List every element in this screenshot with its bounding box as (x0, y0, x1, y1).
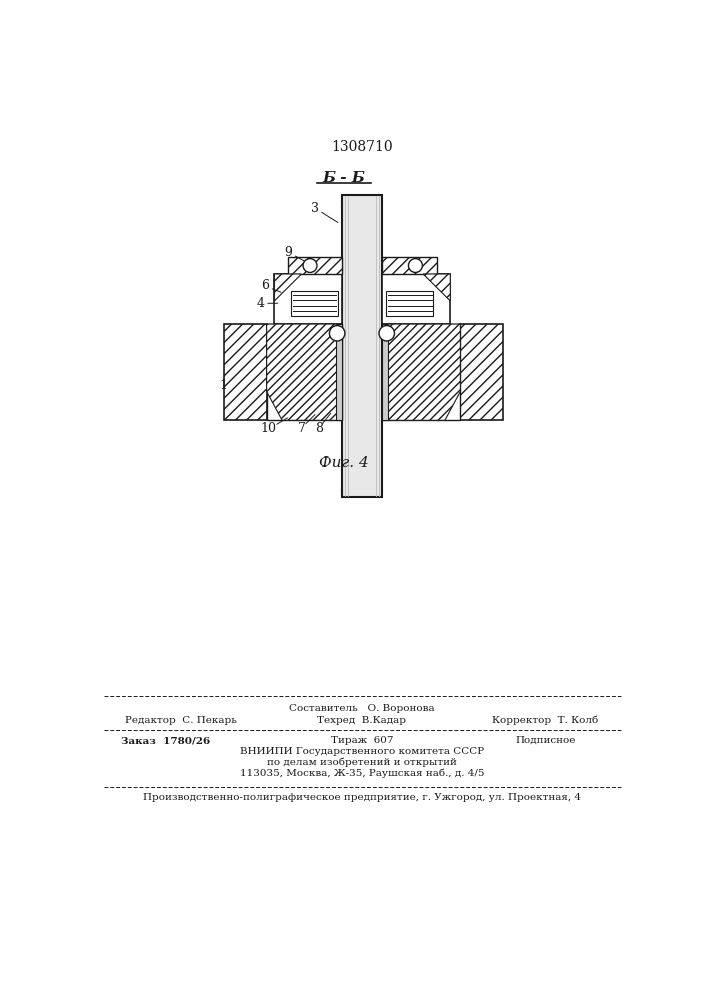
Polygon shape (423, 274, 450, 301)
Polygon shape (382, 324, 460, 420)
Text: Корректор  Т. Колб: Корректор Т. Колб (493, 716, 599, 725)
Text: Техред  В.Кадар: Техред В.Кадар (317, 716, 407, 725)
Bar (267, 324, 341, 420)
Text: 8: 8 (315, 422, 323, 434)
Text: Заказ  1780/26: Заказ 1780/26 (121, 736, 211, 745)
Polygon shape (274, 274, 301, 301)
Bar (382, 274, 450, 324)
Text: 7: 7 (298, 422, 305, 434)
Circle shape (379, 326, 395, 341)
Bar (288, 257, 341, 274)
Text: Фиг. 4: Фиг. 4 (320, 456, 369, 470)
Text: 3: 3 (310, 202, 319, 215)
Bar (382, 324, 388, 420)
Text: 1308710: 1308710 (331, 140, 393, 154)
Text: 9: 9 (284, 246, 292, 259)
Circle shape (303, 259, 317, 272)
Text: Подписное: Подписное (515, 736, 575, 745)
Bar (224, 324, 267, 420)
Text: ВНИИПИ Государственного комитета СССР: ВНИИПИ Государственного комитета СССР (240, 747, 484, 756)
Text: 113035, Москва, Ж-35, Раушская наб., д. 4/5: 113035, Москва, Ж-35, Раушская наб., д. … (240, 768, 484, 778)
Text: Тираж  607: Тираж 607 (331, 736, 393, 745)
Bar (382, 324, 460, 420)
Text: 4: 4 (257, 297, 264, 310)
Text: 6: 6 (261, 279, 269, 292)
Text: Составитель   О. Воронова: Составитель О. Воронова (289, 704, 435, 713)
Text: Производственно-полиграфическое предприятие, г. Ужгород, ул. Проектная, 4: Производственно-полиграфическое предприя… (143, 793, 581, 802)
Bar (336, 324, 341, 420)
Bar (386, 291, 433, 316)
Bar (274, 274, 341, 324)
Bar (382, 257, 437, 274)
Text: Б - Б: Б - Б (322, 171, 366, 185)
Bar (460, 324, 503, 420)
Polygon shape (267, 324, 341, 420)
Text: 10: 10 (260, 422, 276, 434)
Circle shape (329, 326, 345, 341)
Bar (291, 291, 338, 316)
Text: Редактор  С. Пекарь: Редактор С. Пекарь (125, 716, 238, 725)
Bar (341, 195, 382, 497)
Text: 1: 1 (219, 379, 227, 392)
Circle shape (409, 259, 422, 272)
Text: по делам изобретений и открытий: по делам изобретений и открытий (267, 757, 457, 767)
